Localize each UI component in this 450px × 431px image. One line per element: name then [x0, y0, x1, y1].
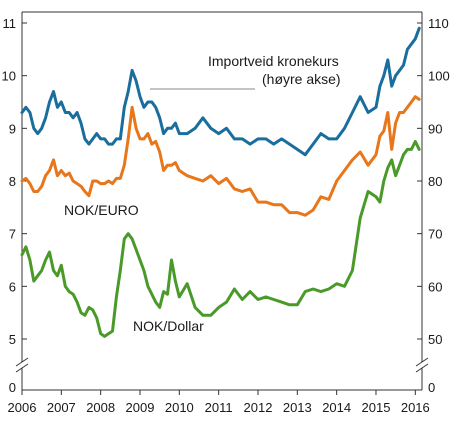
nok-euro-label: NOK/EURO [64, 202, 139, 218]
importveid-annotation-line1: Importveid kronekurs [208, 53, 339, 69]
x-tick-label: 2016 [401, 400, 430, 415]
right-axis-break-mark [415, 357, 429, 373]
plot-frame [15, 11, 429, 391]
x-tick-label: 2012 [244, 400, 273, 415]
right-tick-label: 70 [428, 227, 442, 242]
left-tick-label: 8 [9, 174, 16, 189]
x-tick-label: 2008 [86, 400, 115, 415]
x-tick-label: 2010 [165, 400, 194, 415]
right-axis-ticks: 0 50 60 70 80 90 100 110 [417, 16, 450, 395]
right-tick-label: 60 [428, 279, 442, 294]
left-tick-label: 0 [9, 380, 16, 395]
right-tick-label: 80 [428, 174, 442, 189]
right-tick-label: 90 [428, 121, 442, 136]
left-tick-label: 5 [9, 332, 16, 347]
left-tick-label: 9 [9, 121, 16, 136]
left-tick-label: 7 [9, 227, 16, 242]
nok-dollar-label: NOK/Dollar [133, 318, 204, 334]
left-axis-ticks: 0 5 6 7 8 9 10 11 [2, 16, 27, 395]
x-tick-label: 2013 [283, 400, 312, 415]
x-tick-label: 2014 [322, 400, 351, 415]
series-layer [20, 26, 421, 338]
right-tick-label: 0 [428, 380, 435, 395]
x-tick-label: 2006 [8, 400, 37, 415]
right-tick-label: 100 [428, 69, 450, 84]
series-line-nok-dollar [20, 140, 421, 338]
importveid-annotation-line2: (høyre akse) [262, 71, 341, 87]
x-tick-label: 2015 [362, 400, 391, 415]
left-tick-label: 11 [3, 16, 17, 31]
series-line-importveid-kronekurs [20, 26, 421, 157]
x-tick-label: 2011 [205, 400, 233, 415]
series-line-nok-euro [20, 95, 421, 217]
x-tick-label: 2009 [126, 400, 155, 415]
right-tick-label: 110 [428, 16, 449, 31]
x-axis-ticks: 2006 2007 2008 2009 2010 2011 2012 2013 2014 2015… [8, 390, 430, 415]
left-tick-label: 6 [9, 279, 16, 294]
right-tick-label: 50 [428, 332, 442, 347]
x-tick-label: 2007 [47, 400, 76, 415]
left-axis-break-mark [15, 357, 29, 373]
left-tick-label: 10 [2, 69, 16, 84]
